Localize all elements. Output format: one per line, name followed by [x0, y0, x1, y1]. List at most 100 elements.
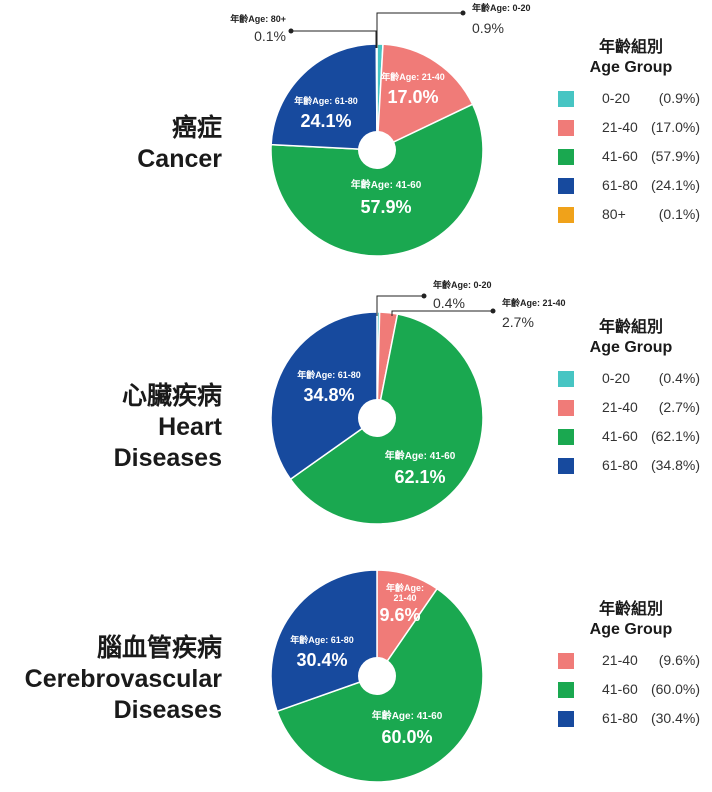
callout-line-21-40: [391, 310, 493, 316]
value-label-80+: 0.1%: [254, 28, 286, 44]
pie-chart: 年齡Age: 0-20 0.4% 年齡Age: 21-40 2.7% 年齡Age: 41…: [270, 279, 566, 525]
legend-swatch: [558, 400, 574, 416]
legend-percent: (30.4%): [650, 710, 700, 726]
legend-item-41-60: 41-60 (60.0%): [558, 681, 704, 710]
legend: 年齡組別 Age Group 0-20 (0.4%) 21-40 (2.7%) 41-6…: [558, 318, 704, 486]
legend-percent: (57.9%): [650, 148, 700, 164]
legend-percent: (17.0%): [650, 119, 700, 135]
chart-title-en-line-2: Diseases: [113, 696, 222, 724]
legend: 年齡組別 Age Group 21-40 (9.6%) 41-60 (60.0%) 61…: [558, 600, 704, 739]
legend-title-en: Age Group: [589, 59, 673, 76]
legend-item-80+: 80+ (0.1%): [558, 206, 704, 235]
legend-range: 21-40: [602, 399, 638, 415]
slice-label-61-80: 年齡Age: 61-80: [290, 634, 354, 645]
chart-title-en: Cancer: [137, 145, 222, 173]
callout-line-0-20: [376, 295, 424, 316]
legend-items: 0-20 (0.4%) 21-40 (2.7%) 41-60 (62.1%) 61-80 (3…: [558, 370, 704, 486]
pie-center-hole: [358, 131, 396, 169]
pie-slice-61-80: [270, 311, 378, 481]
legend-percent: (60.0%): [650, 681, 700, 697]
legend-title-zh: 年齡組別: [598, 601, 663, 618]
pie-center-hole: [358, 657, 396, 695]
legend-swatch: [558, 120, 574, 136]
legend-title-zh: 年齡組別: [598, 319, 663, 336]
chart-title: 腦血管疾病 Cerebrovascular Diseases: [25, 633, 222, 726]
pie-slice-61-80: [270, 569, 378, 713]
legend-swatch: [558, 149, 574, 165]
callout-dot-21-40: [490, 308, 496, 314]
legend-item-21-40: 21-40 (17.0%): [558, 119, 704, 148]
legend-title: 年齡組別 Age Group: [558, 38, 704, 78]
slice-label-41-60: 年齡Age: 41-60: [372, 709, 443, 722]
pie-slice-61-80: [270, 43, 378, 151]
slice-label-21-40-line-2: 21-40: [393, 593, 416, 603]
value-label-21-40: 2.7%: [502, 314, 534, 330]
legend-range: 61-80: [602, 457, 638, 473]
legend-percent: (62.1%): [650, 428, 700, 444]
legend-percent: (24.1%): [650, 177, 700, 193]
slice-label-21-40: 年齡Age: 21-40: [502, 297, 566, 308]
legend-swatch: [558, 207, 574, 223]
legend-range: 21-40: [602, 119, 638, 135]
callout-dot-80+: [288, 28, 294, 34]
legend-items: 0-20 (0.9%) 21-40 (17.0%) 41-60 (57.9%) 61-80 (…: [558, 90, 704, 235]
legend-swatch: [558, 371, 574, 387]
slice-label-80+: 年齡Age: 80+: [230, 13, 286, 24]
legend-range: 80+: [602, 206, 626, 222]
legend-item-0-20: 0-20 (0.9%): [558, 90, 704, 119]
legend-item-41-60: 41-60 (57.9%): [558, 148, 704, 177]
legend-swatch: [558, 682, 574, 698]
value-label-0-20: 0.9%: [472, 20, 504, 36]
legend-title: 年齡組別 Age Group: [558, 318, 704, 358]
legend-percent: (0.9%): [658, 90, 700, 106]
slice-label-61-80: 年齡Age: 61-80: [297, 369, 361, 380]
legend-item-61-80: 61-80 (34.8%): [558, 457, 704, 486]
value-label-0-20: 0.4%: [433, 295, 465, 311]
legend-range: 41-60: [602, 428, 638, 444]
legend-range: 41-60: [602, 681, 638, 697]
legend-swatch: [558, 653, 574, 669]
chart-title-en-line-1: Cerebrovascular: [24, 665, 222, 693]
legend-title-zh: 年齡組別: [598, 39, 663, 56]
slice-label-41-60: 年齡Age: 41-60: [351, 178, 422, 191]
legend-title-en: Age Group: [589, 339, 673, 356]
chart-title-zh: 癌症: [171, 114, 222, 142]
pie-chart: 年齡Age:21-40 9.6% 年齡Age: 41-60 60.0% 年齡Age: 6…: [270, 569, 484, 783]
legend-item-61-80: 61-80 (24.1%): [558, 177, 704, 206]
legend-swatch: [558, 178, 574, 194]
chart-title: 癌症 Cancer: [137, 113, 222, 175]
legend-swatch: [558, 711, 574, 727]
value-label-41-60: 57.9%: [360, 197, 411, 217]
value-label-41-60: 60.0%: [381, 727, 432, 747]
legend-range: 21-40: [602, 652, 638, 668]
chart-title-en-line-2: Diseases: [113, 444, 222, 472]
cancer-panel: 癌症 Cancer 年齡Age: 0-20 0.9% 年齡Age: 21-40 17.…: [0, 0, 712, 264]
chart-title-zh: 腦血管疾病: [96, 634, 222, 662]
legend-swatch: [558, 91, 574, 107]
slice-label-21-40: 年齡Age: 21-40: [381, 71, 445, 82]
legend-item-41-60: 41-60 (62.1%): [558, 428, 704, 457]
legend-percent: (0.4%): [658, 370, 700, 386]
pie-center-hole: [358, 399, 396, 437]
slice-label-41-60: 年齡Age: 41-60: [385, 449, 456, 462]
chart-title-en-line-1: Heart: [158, 413, 222, 441]
legend-range: 61-80: [602, 177, 638, 193]
slice-label-0-20: 年齡Age: 0-20: [472, 2, 531, 13]
callout-line-80+: [291, 30, 377, 48]
legend-percent: (34.8%): [650, 457, 700, 473]
value-label-61-80: 30.4%: [296, 650, 347, 670]
legend-item-21-40: 21-40 (9.6%): [558, 652, 704, 681]
legend: 年齡組別 Age Group 0-20 (0.9%) 21-40 (17.0%) 41-…: [558, 38, 704, 235]
heart-diseases-panel: 心臟疾病 Heart Diseases 年齡Age: 0-20 0.4% 年齡Age…: [0, 264, 712, 528]
chart-title: 心臟疾病 Heart Diseases: [114, 381, 222, 474]
legend-percent: (2.7%): [658, 399, 700, 415]
pie-slice-41-60: [270, 103, 484, 257]
legend-items: 21-40 (9.6%) 41-60 (60.0%) 61-80 (30.4%): [558, 652, 704, 739]
legend-percent: (9.6%): [658, 652, 700, 668]
legend-title-en: Age Group: [589, 621, 673, 638]
legend-swatch: [558, 429, 574, 445]
slice-label-0-20: 年齡Age: 0-20: [433, 279, 492, 290]
legend-range: 0-20: [602, 90, 631, 106]
legend-range: 61-80: [602, 710, 638, 726]
callout-dot-0-20: [421, 293, 427, 299]
